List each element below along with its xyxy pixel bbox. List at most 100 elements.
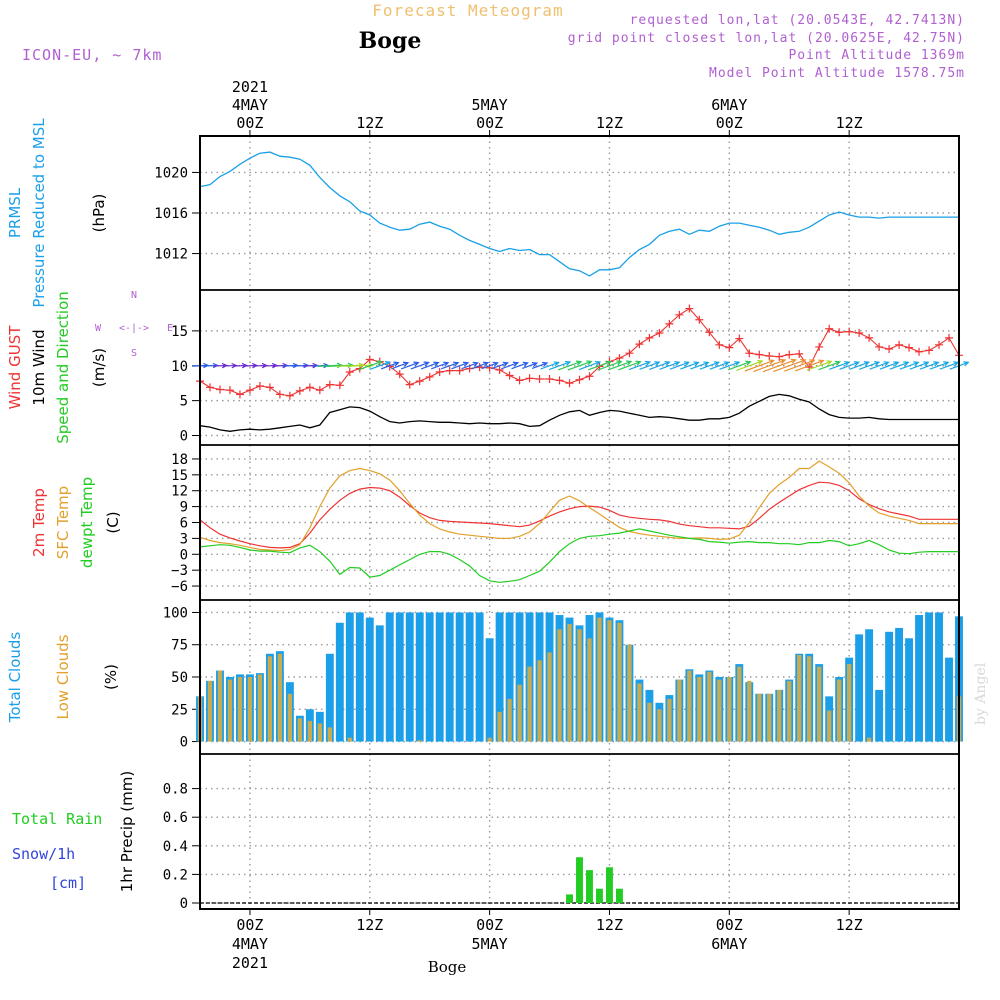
gust-marker: [435, 368, 444, 377]
wind-arrow: [471, 361, 490, 370]
y-tick-label: 1012: [154, 247, 188, 263]
y-tick-label: 5: [180, 394, 188, 410]
gust-marker: [415, 377, 424, 386]
total-cloud-bar: [435, 612, 444, 742]
wind-arrow: [659, 361, 681, 370]
gust-marker: [575, 375, 584, 384]
total-cloud-bar: [935, 612, 943, 742]
total-cloud-bar: [915, 615, 923, 742]
wind-arrow: [410, 361, 430, 370]
time-tick-label: 12Z: [596, 916, 623, 934]
y-tick-label: 0: [180, 429, 188, 445]
low-cloud-bar: [277, 653, 283, 742]
gust-marker: [215, 385, 224, 394]
compass-n: N: [131, 290, 137, 301]
wind-arrow: [762, 358, 797, 373]
y-tick-label: −6: [171, 579, 188, 595]
panel-2: [249, 445, 850, 600]
low-cloud-bar: [567, 624, 572, 742]
wind-arrow: [649, 361, 671, 370]
y-axis-labels: PRMSL Pressure Reduced to MSL (hPa) Wind GU…: [6, 118, 136, 892]
point-altitude: Point Altitude 1369m: [788, 48, 965, 63]
low-cloud-bar: [527, 666, 532, 742]
total-cloud-bar: [925, 612, 933, 742]
gust-marker: [345, 368, 354, 377]
time-tick-label: 00Z: [476, 916, 503, 934]
model-label: ICON-EU, ~ 7km: [22, 46, 162, 64]
wind-arrow: [522, 362, 539, 369]
y-tick-label: 1016: [154, 206, 188, 222]
gust-marker: [325, 380, 334, 389]
total-cloud-bar: [465, 612, 474, 742]
y-tick-label: 0.4: [163, 839, 188, 855]
y-tick-label: 18: [171, 452, 188, 468]
low-cloud-bar: [846, 664, 852, 742]
legend-item: [cm]: [50, 874, 86, 892]
top-title: Forecast Meteogram: [372, 1, 563, 20]
time-tick-label: 2021: [232, 78, 268, 96]
wind-arrow: [540, 361, 560, 370]
gust-marker: [845, 327, 854, 336]
gust-marker: [245, 386, 254, 395]
low-cloud-bar: [597, 617, 602, 742]
time-tick-label: 12Z: [356, 114, 383, 132]
pressure-line: [199, 151, 959, 277]
y-tick-label: 0: [180, 896, 188, 912]
y-tick-label: 0: [180, 547, 188, 563]
wind-arrow: [879, 361, 900, 370]
wind-arrow: [869, 361, 890, 370]
wind-arrow: [578, 360, 602, 371]
gust-marker: [405, 380, 414, 389]
compass-s: S: [131, 348, 137, 359]
y-axis-label: Low Clouds: [54, 634, 72, 719]
total-cloud-bar: [455, 612, 464, 742]
wind-arrow: [491, 361, 509, 370]
total-cloud-bar: [875, 689, 884, 742]
gust-marker: [905, 343, 914, 352]
low-cloud-bar: [797, 655, 802, 742]
y-axis-label: dewpt Temp: [78, 477, 96, 568]
low-cloud-bar: [607, 620, 612, 742]
gust-marker: [895, 340, 904, 349]
gust-marker: [735, 334, 744, 343]
time-tick-label: 12Z: [356, 916, 383, 934]
low-cloud-bar: [247, 677, 253, 742]
wind-arrow: [899, 361, 920, 370]
wind-arrow: [441, 361, 460, 370]
gust-marker: [395, 370, 404, 379]
wind-arrow: [357, 360, 383, 371]
gust-marker: [715, 340, 724, 349]
wind-arrow: [511, 361, 529, 370]
gust-marker: [625, 349, 634, 358]
wind-compass: N S W E <-|->: [95, 290, 173, 359]
gust-marker: [745, 349, 754, 358]
gust-marker: [315, 386, 324, 395]
time-tick-label: 00Z: [716, 114, 743, 132]
low-cloud-bar: [677, 679, 682, 742]
low-cloud-bar: [417, 740, 422, 742]
gust-marker: [495, 365, 504, 374]
y-tick-label: 0.8: [163, 782, 188, 798]
y-tick-label: −3: [171, 563, 188, 579]
gust-marker: [885, 345, 894, 354]
compass-w: W: [95, 323, 102, 334]
y-tick-label: 75: [171, 638, 188, 654]
wind-arrow: [461, 361, 479, 370]
temp-line-2m-temp: [199, 481, 959, 549]
y-axis-label: (hPa): [90, 194, 108, 233]
gust-marker: [915, 347, 924, 356]
wind-arrow: [567, 360, 593, 371]
gust-marker: [855, 328, 864, 337]
time-tick-label: 6MAY: [711, 96, 747, 114]
wind-arrow: [680, 361, 700, 370]
total-cloud-bar: [345, 612, 354, 742]
low-cloud-bar: [807, 656, 812, 742]
gust-marker: [765, 351, 774, 360]
y-tick-label: 12: [171, 484, 188, 500]
low-cloud-bar: [737, 666, 742, 742]
gust-marker: [585, 372, 594, 381]
time-tick-label: 4MAY: [232, 96, 268, 114]
